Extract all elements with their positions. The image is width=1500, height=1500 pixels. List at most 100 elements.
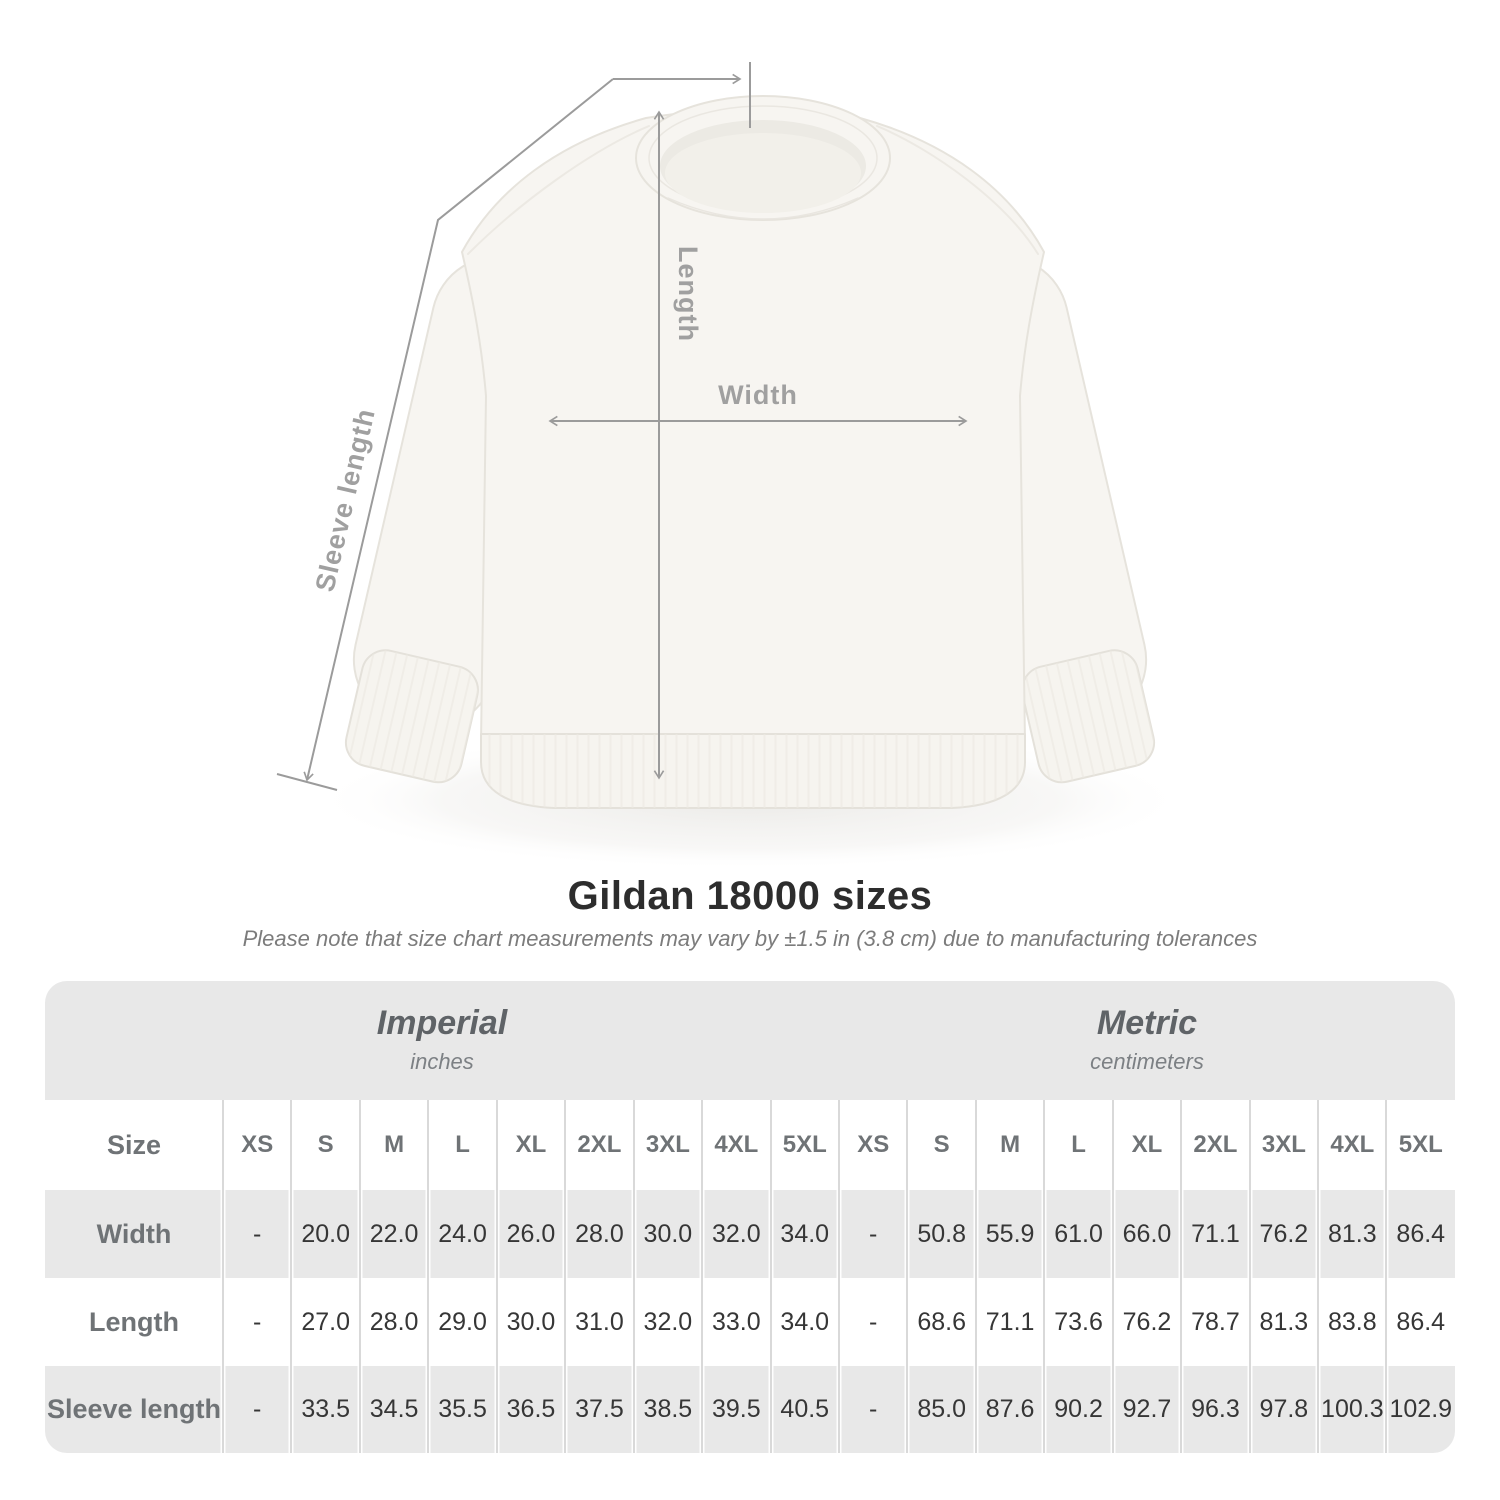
sweatshirt-illustration <box>344 95 1156 809</box>
column-header: XS <box>857 1131 890 1158</box>
column-header: 3XL <box>645 1131 690 1158</box>
column-header: 2XL <box>1193 1131 1238 1158</box>
metric-title: Metric <box>1096 1004 1198 1042</box>
cell-value: 31.0 <box>575 1307 624 1336</box>
table-row: Sleeve length - 33.5 34.5 35.5 36.5 37.5 38.5 39… <box>45 1366 1455 1453</box>
column-header: 4XL <box>714 1131 759 1158</box>
size-header: Size <box>106 1129 162 1160</box>
cell-value: 97.8 <box>1259 1395 1309 1423</box>
table-row: Length - 27.0 28.0 29.0 30.0 31.0 32.0 33.0 34.0 -… <box>45 1278 1455 1366</box>
cell-value: 40.5 <box>780 1395 830 1423</box>
cell-value: 36.5 <box>506 1395 556 1423</box>
cell-value: 86.4 <box>1396 1219 1446 1248</box>
cell-value: 35.5 <box>438 1395 487 1423</box>
size-chart-table: Imperial inches Metric centimeters Size X… <box>45 981 1455 1453</box>
metric-unit: centimeters <box>1090 1049 1204 1075</box>
cell-value: 96.3 <box>1191 1395 1240 1423</box>
cell-value: 102.9 <box>1389 1395 1453 1423</box>
row-label: Width <box>96 1218 172 1249</box>
cell-value: 33.5 <box>301 1395 350 1423</box>
cell-value: - <box>869 1219 878 1248</box>
table-row: Width - 20.0 22.0 24.0 26.0 28.0 30.0 32.0 34.0 - 5… <box>45 1190 1455 1278</box>
measurement-lines <box>276 62 968 791</box>
unit-header-band: Imperial inches Metric centimeters <box>45 981 1455 1100</box>
cell-value: 32.0 <box>711 1219 761 1248</box>
cell-value: 71.1 <box>1191 1219 1240 1248</box>
cell-value: 68.6 <box>917 1307 966 1336</box>
cell-value: - <box>869 1395 878 1423</box>
cell-value: 28.0 <box>369 1307 419 1336</box>
cell-value: - <box>253 1307 262 1336</box>
cell-value: 76.2 <box>1122 1307 1172 1336</box>
table-header-row: Size XS S M L XL 2XL 3XL 4XL 5XL XS S M L XL 2XL 3XL 4XL 5… <box>45 1100 1455 1190</box>
length-measure-label: Length <box>673 246 703 342</box>
cell-value: 33.0 <box>711 1307 761 1336</box>
column-header: 2XL <box>577 1131 622 1158</box>
imperial-unit: inches <box>410 1049 474 1075</box>
cell-value: 73.6 <box>1054 1307 1103 1336</box>
cell-value: 30.0 <box>506 1307 556 1336</box>
sleeve-length-end-tick <box>276 773 338 791</box>
column-header: 3XL <box>1261 1131 1306 1158</box>
column-header: XS <box>241 1131 274 1158</box>
cell-value: 39.5 <box>711 1395 761 1423</box>
cell-value: 76.2 <box>1259 1219 1309 1248</box>
row-label: Length <box>89 1306 179 1337</box>
column-header: 5XL <box>782 1131 827 1158</box>
cell-value: 20.0 <box>301 1219 350 1248</box>
cell-value: 29.0 <box>438 1307 487 1336</box>
cell-value: 24.0 <box>438 1219 487 1248</box>
column-header: S <box>317 1131 334 1158</box>
cell-value: 34.0 <box>780 1219 830 1248</box>
cell-value: 71.1 <box>985 1307 1035 1336</box>
cell-value: 66.0 <box>1122 1219 1172 1248</box>
cell-value: 55.9 <box>985 1219 1035 1248</box>
cell-value: - <box>869 1307 878 1336</box>
collar <box>635 95 891 221</box>
size-grid: Size XS S M L XL 2XL 3XL 4XL 5XL XS S M L XL 2XL 3XL 4XL 5… <box>45 1100 1455 1453</box>
cell-value: - <box>253 1395 262 1423</box>
width-measure-label: Width <box>718 380 798 410</box>
sweatshirt-measurement-diagram: Length Width Sleeve length <box>276 62 1190 870</box>
cell-value: 81.3 <box>1259 1307 1309 1336</box>
metric-header: Metric centimeters <box>839 981 1455 1100</box>
cell-value: 100.3 <box>1321 1395 1384 1423</box>
cell-value: 83.8 <box>1327 1307 1377 1336</box>
column-header: 5XL <box>1398 1131 1443 1158</box>
page-title: Gildan 18000 sizes <box>567 874 933 918</box>
cell-value: 34.5 <box>369 1395 419 1423</box>
cell-value: 32.0 <box>643 1307 693 1336</box>
cell-value: 22.0 <box>369 1219 419 1248</box>
cell-value: 38.5 <box>643 1395 693 1423</box>
column-header: XL <box>1131 1131 1163 1158</box>
cell-value: 50.8 <box>917 1219 966 1248</box>
cell-value: 78.7 <box>1191 1307 1240 1336</box>
cell-value: 90.2 <box>1054 1395 1103 1423</box>
cell-value: 85.0 <box>917 1395 966 1423</box>
cell-value: 27.0 <box>301 1307 350 1336</box>
column-header: M <box>1000 1131 1021 1158</box>
cell-value: 30.0 <box>643 1219 693 1248</box>
cell-value: 81.3 <box>1327 1219 1377 1248</box>
imperial-title: Imperial <box>376 1004 508 1042</box>
cell-value: 92.7 <box>1122 1395 1172 1423</box>
column-header: L <box>1071 1131 1086 1158</box>
column-header: XL <box>515 1131 547 1158</box>
sleeve-length-line <box>303 78 614 782</box>
column-header: 4XL <box>1330 1131 1375 1158</box>
cell-value: - <box>253 1219 262 1248</box>
column-header: L <box>455 1131 470 1158</box>
cell-value: 34.0 <box>780 1307 830 1336</box>
cell-value: 86.4 <box>1396 1307 1446 1336</box>
cell-value: 28.0 <box>575 1219 624 1248</box>
column-header: M <box>384 1131 405 1158</box>
tolerance-note: Please note that size chart measurements… <box>242 926 1258 951</box>
hem-band <box>480 733 1026 809</box>
cell-value: 37.5 <box>575 1395 624 1423</box>
sleeve-measure-label: Sleeve length <box>310 405 381 594</box>
cell-value: 61.0 <box>1054 1219 1103 1248</box>
row-label: Sleeve length <box>46 1394 222 1424</box>
cell-value: 26.0 <box>506 1219 556 1248</box>
column-header: S <box>933 1131 950 1158</box>
